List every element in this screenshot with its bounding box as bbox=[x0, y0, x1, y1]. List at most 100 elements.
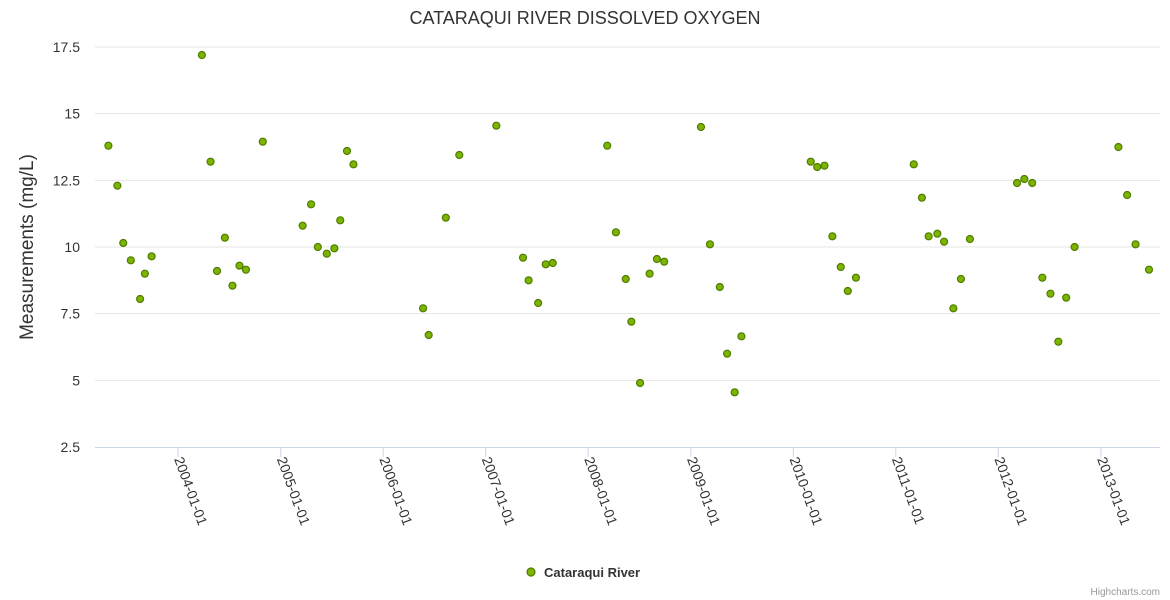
data-point[interactable] bbox=[330, 244, 339, 253]
data-point[interactable] bbox=[1144, 265, 1154, 274]
data-point[interactable] bbox=[843, 286, 852, 296]
data-point[interactable] bbox=[455, 150, 464, 160]
data-point[interactable] bbox=[492, 121, 501, 130]
data-point[interactable] bbox=[722, 349, 732, 358]
chart-title: CATARAQUI RIVER DISSOLVED OXYGEN bbox=[409, 8, 760, 28]
data-point[interactable] bbox=[1046, 289, 1055, 298]
data-point[interactable] bbox=[1028, 178, 1037, 188]
data-point[interactable] bbox=[518, 253, 528, 262]
data-point[interactable] bbox=[1123, 190, 1132, 200]
data-points bbox=[104, 50, 1154, 397]
x-tick-label: 2013-01-01 bbox=[1094, 455, 1134, 528]
data-point[interactable] bbox=[806, 157, 815, 166]
data-point[interactable] bbox=[820, 161, 829, 170]
data-point[interactable] bbox=[611, 228, 621, 237]
x-tick-label: 2008-01-01 bbox=[581, 455, 621, 528]
data-point[interactable] bbox=[645, 269, 654, 278]
data-point[interactable] bbox=[1070, 242, 1079, 252]
x-axis bbox=[95, 447, 1160, 457]
x-tick-label: 2012-01-01 bbox=[991, 455, 1031, 528]
data-point[interactable] bbox=[924, 232, 933, 241]
data-point[interactable] bbox=[136, 294, 145, 304]
data-point[interactable] bbox=[541, 260, 550, 269]
data-point[interactable] bbox=[635, 378, 645, 388]
grid-lines bbox=[95, 46, 1160, 381]
data-point[interactable] bbox=[1131, 240, 1140, 249]
y-axis-tick-labels: 2.5 5 7.5 10 12.5 15 17.5 bbox=[53, 39, 80, 455]
data-point[interactable] bbox=[119, 238, 128, 248]
x-tick-label: 2004-01-01 bbox=[171, 455, 211, 528]
data-point[interactable] bbox=[1020, 174, 1029, 184]
data-point[interactable] bbox=[524, 276, 533, 285]
data-point[interactable] bbox=[813, 162, 822, 172]
data-point[interactable] bbox=[851, 273, 861, 282]
data-point[interactable] bbox=[206, 157, 215, 166]
data-point[interactable] bbox=[235, 261, 244, 270]
data-point[interactable] bbox=[212, 266, 222, 276]
data-point[interactable] bbox=[258, 137, 267, 146]
data-point[interactable] bbox=[652, 254, 662, 264]
data-point[interactable] bbox=[965, 234, 975, 244]
legend[interactable]: Cataraqui River bbox=[526, 565, 640, 580]
credits-link[interactable]: Highcharts.com bbox=[1091, 587, 1160, 598]
data-point[interactable] bbox=[715, 282, 724, 292]
data-point[interactable] bbox=[534, 298, 543, 308]
y-tick-label: 10 bbox=[64, 239, 80, 255]
data-point[interactable] bbox=[933, 229, 942, 238]
data-point[interactable] bbox=[418, 304, 428, 313]
data-point[interactable] bbox=[836, 262, 845, 272]
x-tick-label: 2011-01-01 bbox=[889, 455, 928, 527]
y-tick-label: 5 bbox=[72, 372, 80, 388]
data-point[interactable] bbox=[1062, 293, 1071, 302]
data-point[interactable] bbox=[220, 233, 229, 242]
data-point[interactable] bbox=[1012, 178, 1022, 188]
data-point[interactable] bbox=[956, 274, 966, 284]
data-point[interactable] bbox=[104, 141, 113, 150]
data-point[interactable] bbox=[1038, 273, 1047, 282]
data-point[interactable] bbox=[441, 213, 450, 222]
data-point[interactable] bbox=[627, 317, 636, 326]
data-point[interactable] bbox=[313, 242, 322, 252]
data-point[interactable] bbox=[696, 122, 706, 132]
data-point[interactable] bbox=[949, 304, 958, 313]
data-point[interactable] bbox=[737, 332, 746, 341]
data-point[interactable] bbox=[828, 232, 837, 241]
y-tick-label: 15 bbox=[64, 106, 80, 122]
data-point[interactable] bbox=[306, 200, 316, 209]
data-point[interactable] bbox=[1114, 142, 1123, 152]
data-point[interactable] bbox=[660, 257, 669, 266]
x-tick-label: 2005-01-01 bbox=[274, 455, 314, 528]
data-point[interactable] bbox=[603, 141, 612, 150]
data-point[interactable] bbox=[548, 258, 557, 268]
y-tick-label: 7.5 bbox=[61, 306, 81, 322]
data-point[interactable] bbox=[298, 221, 307, 230]
data-point[interactable] bbox=[140, 269, 149, 278]
data-point[interactable] bbox=[322, 249, 331, 258]
data-point[interactable] bbox=[909, 160, 918, 169]
data-point[interactable] bbox=[197, 50, 206, 60]
data-point[interactable] bbox=[917, 193, 927, 202]
data-point[interactable] bbox=[228, 281, 237, 290]
data-point[interactable] bbox=[126, 256, 135, 265]
data-point[interactable] bbox=[424, 330, 433, 340]
data-point[interactable] bbox=[705, 240, 715, 249]
x-tick-label: 2007-01-01 bbox=[479, 455, 519, 528]
y-tick-label: 2.5 bbox=[61, 439, 81, 455]
data-point[interactable] bbox=[939, 237, 949, 246]
legend-item-label[interactable]: Cataraqui River bbox=[544, 565, 640, 580]
data-point[interactable] bbox=[342, 146, 352, 156]
x-axis-tick-labels: 2004-01-01 2005-01-01 2006-01-01 2007-01-01… bbox=[171, 455, 1134, 528]
data-point[interactable] bbox=[241, 265, 251, 274]
y-tick-label: 12.5 bbox=[53, 172, 80, 188]
data-point[interactable] bbox=[621, 274, 630, 284]
data-point[interactable] bbox=[1054, 337, 1063, 346]
legend-marker-icon bbox=[526, 567, 536, 577]
data-point[interactable] bbox=[336, 216, 345, 225]
x-tick-label: 2006-01-01 bbox=[376, 455, 416, 528]
data-point[interactable] bbox=[147, 252, 156, 261]
data-point[interactable] bbox=[730, 388, 739, 397]
x-tick-label: 2009-01-01 bbox=[684, 455, 724, 528]
data-point[interactable] bbox=[349, 160, 358, 169]
data-point[interactable] bbox=[113, 181, 122, 190]
